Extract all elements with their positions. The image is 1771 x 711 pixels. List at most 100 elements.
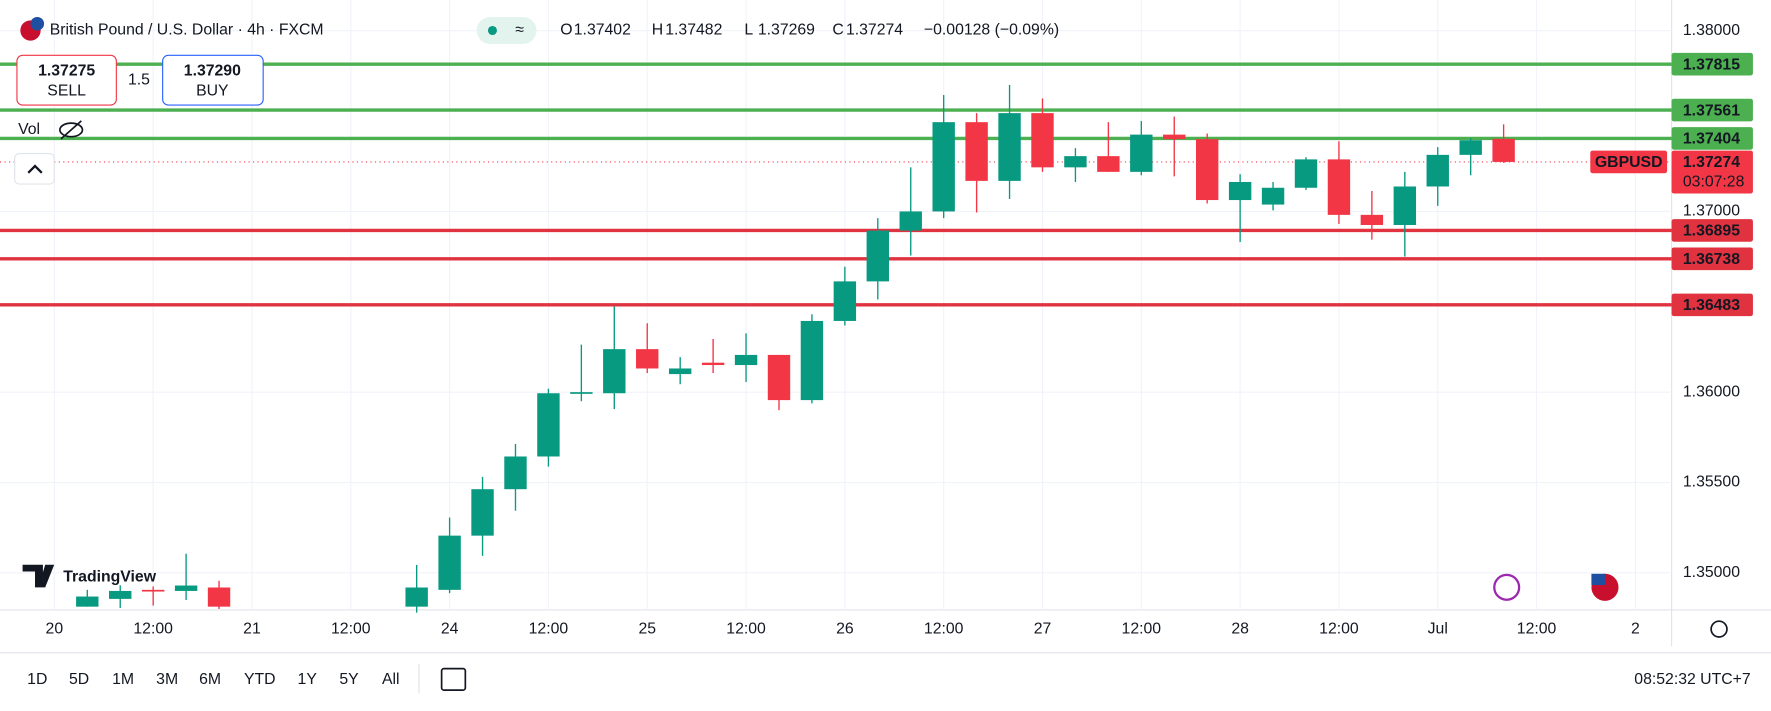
level-label: 1.37561 xyxy=(1683,102,1740,119)
candle-body xyxy=(1130,134,1153,172)
range-button[interactable]: 1Y xyxy=(298,671,318,688)
range-button[interactable]: 5D xyxy=(69,671,89,688)
events-icon[interactable] xyxy=(1493,573,1521,601)
level-tag xyxy=(1671,52,1753,76)
x-tick-label: 12:00 xyxy=(133,620,173,637)
level-tag xyxy=(1671,247,1753,271)
candle-body xyxy=(405,587,428,607)
candle-body xyxy=(1031,113,1054,168)
symbol-title: British Pound / U.S. Dollar · 4h · FXCM xyxy=(50,22,324,39)
x-tick-label: Jul xyxy=(1428,620,1448,637)
candle-body xyxy=(734,354,758,366)
candle-body xyxy=(1393,186,1417,225)
x-tick-label: 21 xyxy=(243,620,261,637)
symbol-flag xyxy=(30,16,45,31)
level-label: 1.36738 xyxy=(1683,251,1740,268)
x-tick-label: 12:00 xyxy=(331,620,371,637)
candle-body xyxy=(174,585,198,591)
x-tick-label: 28 xyxy=(1231,620,1249,637)
settings-icon[interactable] xyxy=(1710,620,1728,638)
candle-body xyxy=(965,122,988,181)
candle-body xyxy=(668,368,692,375)
watermark-logo xyxy=(22,564,55,588)
candle-body xyxy=(932,122,955,212)
candle-body xyxy=(438,535,461,590)
change: −0.00128 (−0.09%) xyxy=(924,22,1059,39)
level-tag xyxy=(1671,127,1753,150)
range-button[interactable]: YTD xyxy=(244,671,276,688)
ohlc-key: H xyxy=(652,22,663,39)
range-buttons: 1D 5D 1M 3M 6M YTD 1Y 5Y All xyxy=(27,671,399,688)
clock[interactable]: 08:52:32 UTC+7 xyxy=(1634,671,1750,688)
market-open-dot xyxy=(487,25,497,36)
candle-body xyxy=(1459,140,1482,155)
collapse-icon xyxy=(27,164,43,174)
level-label: 1.37404 xyxy=(1683,131,1740,148)
ohlc-value: 1.37402 xyxy=(574,22,631,39)
buy-button[interactable] xyxy=(162,54,264,106)
x-tick-label: 12:00 xyxy=(529,620,569,637)
candle-body xyxy=(899,211,922,231)
spread: 1.5 xyxy=(128,71,150,88)
level-label: 1.37815 xyxy=(1683,56,1740,73)
candle-body xyxy=(603,349,626,394)
sell-price[interactable]: 1.37275 xyxy=(38,62,95,79)
level-tag xyxy=(1671,98,1753,122)
x-tick-label: 26 xyxy=(836,620,854,637)
candle-body xyxy=(1163,134,1186,140)
candle-body xyxy=(636,349,659,369)
y-tick-label: 1.38000 xyxy=(1683,22,1740,39)
candle-body xyxy=(1294,159,1318,188)
y-tick-label: 1.37000 xyxy=(1683,203,1740,220)
candle-body xyxy=(141,589,165,592)
x-tick-label: 12:00 xyxy=(1517,620,1557,637)
range-button[interactable]: 1M xyxy=(112,671,134,688)
watermark: TradingView xyxy=(63,568,156,585)
candle-body xyxy=(570,392,593,394)
x-tick-label: 20 xyxy=(46,620,64,637)
candle-body xyxy=(1228,181,1252,201)
last-price-tag xyxy=(1671,150,1753,194)
candle-body xyxy=(800,320,824,401)
hide-volume-icon[interactable] xyxy=(59,120,84,140)
sell-button[interactable] xyxy=(16,54,117,106)
level-tag xyxy=(1671,219,1753,242)
collapse-button[interactable] xyxy=(14,153,55,185)
range-button[interactable]: 5Y xyxy=(339,671,359,688)
candle-body xyxy=(1492,138,1515,162)
y-tick-label: 1.35000 xyxy=(1683,564,1740,581)
levels: 1.37815 1.37561 1.37404 1.36895 1.36738 1.364… xyxy=(0,52,1753,317)
last-price-label: 1.37274 xyxy=(1683,154,1740,171)
candle-body xyxy=(537,393,560,457)
candle-body xyxy=(1195,139,1219,201)
range-button[interactable]: All xyxy=(382,671,400,688)
ohlc-key: L xyxy=(744,22,753,39)
candle-body xyxy=(1097,156,1120,172)
range-button[interactable]: 3M xyxy=(156,671,178,688)
buy-price[interactable]: 1.37290 xyxy=(184,62,241,79)
candle-body xyxy=(1327,159,1351,215)
candle-body xyxy=(504,456,527,490)
x-tick-label: 24 xyxy=(441,620,459,637)
ohlc-key: O xyxy=(560,22,572,39)
volume-label: Vol xyxy=(18,121,40,138)
range-button[interactable]: 6M xyxy=(199,671,221,688)
economic-event-icon xyxy=(1591,573,1605,586)
sell-label[interactable]: SELL xyxy=(47,83,86,100)
level-label: 1.36895 xyxy=(1683,223,1740,240)
x-tick-label: 12:00 xyxy=(1122,620,1162,637)
buy-label[interactable]: BUY xyxy=(196,83,229,100)
ohlc-value: 1.37269 xyxy=(758,22,815,39)
ohlc-key: C xyxy=(832,22,843,39)
candle-body xyxy=(1064,156,1087,168)
level-label: 1.36483 xyxy=(1683,297,1740,314)
candle-body xyxy=(1360,214,1384,225)
candle-body xyxy=(1261,187,1285,205)
status-pill[interactable] xyxy=(476,16,537,45)
range-button[interactable]: 1D xyxy=(27,671,47,688)
date-range-icon[interactable] xyxy=(440,667,467,691)
x-tick-label: 27 xyxy=(1034,620,1052,637)
